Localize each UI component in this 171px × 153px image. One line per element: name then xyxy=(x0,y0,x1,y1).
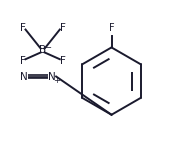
Text: +: + xyxy=(53,76,60,85)
Text: F: F xyxy=(60,22,65,33)
Text: F: F xyxy=(109,23,114,33)
Text: B: B xyxy=(39,45,46,56)
Text: F: F xyxy=(20,22,26,33)
Text: N: N xyxy=(48,71,56,82)
Text: F: F xyxy=(60,56,65,66)
Text: −: − xyxy=(44,43,51,52)
Text: F: F xyxy=(20,56,26,66)
Text: N: N xyxy=(20,71,28,82)
